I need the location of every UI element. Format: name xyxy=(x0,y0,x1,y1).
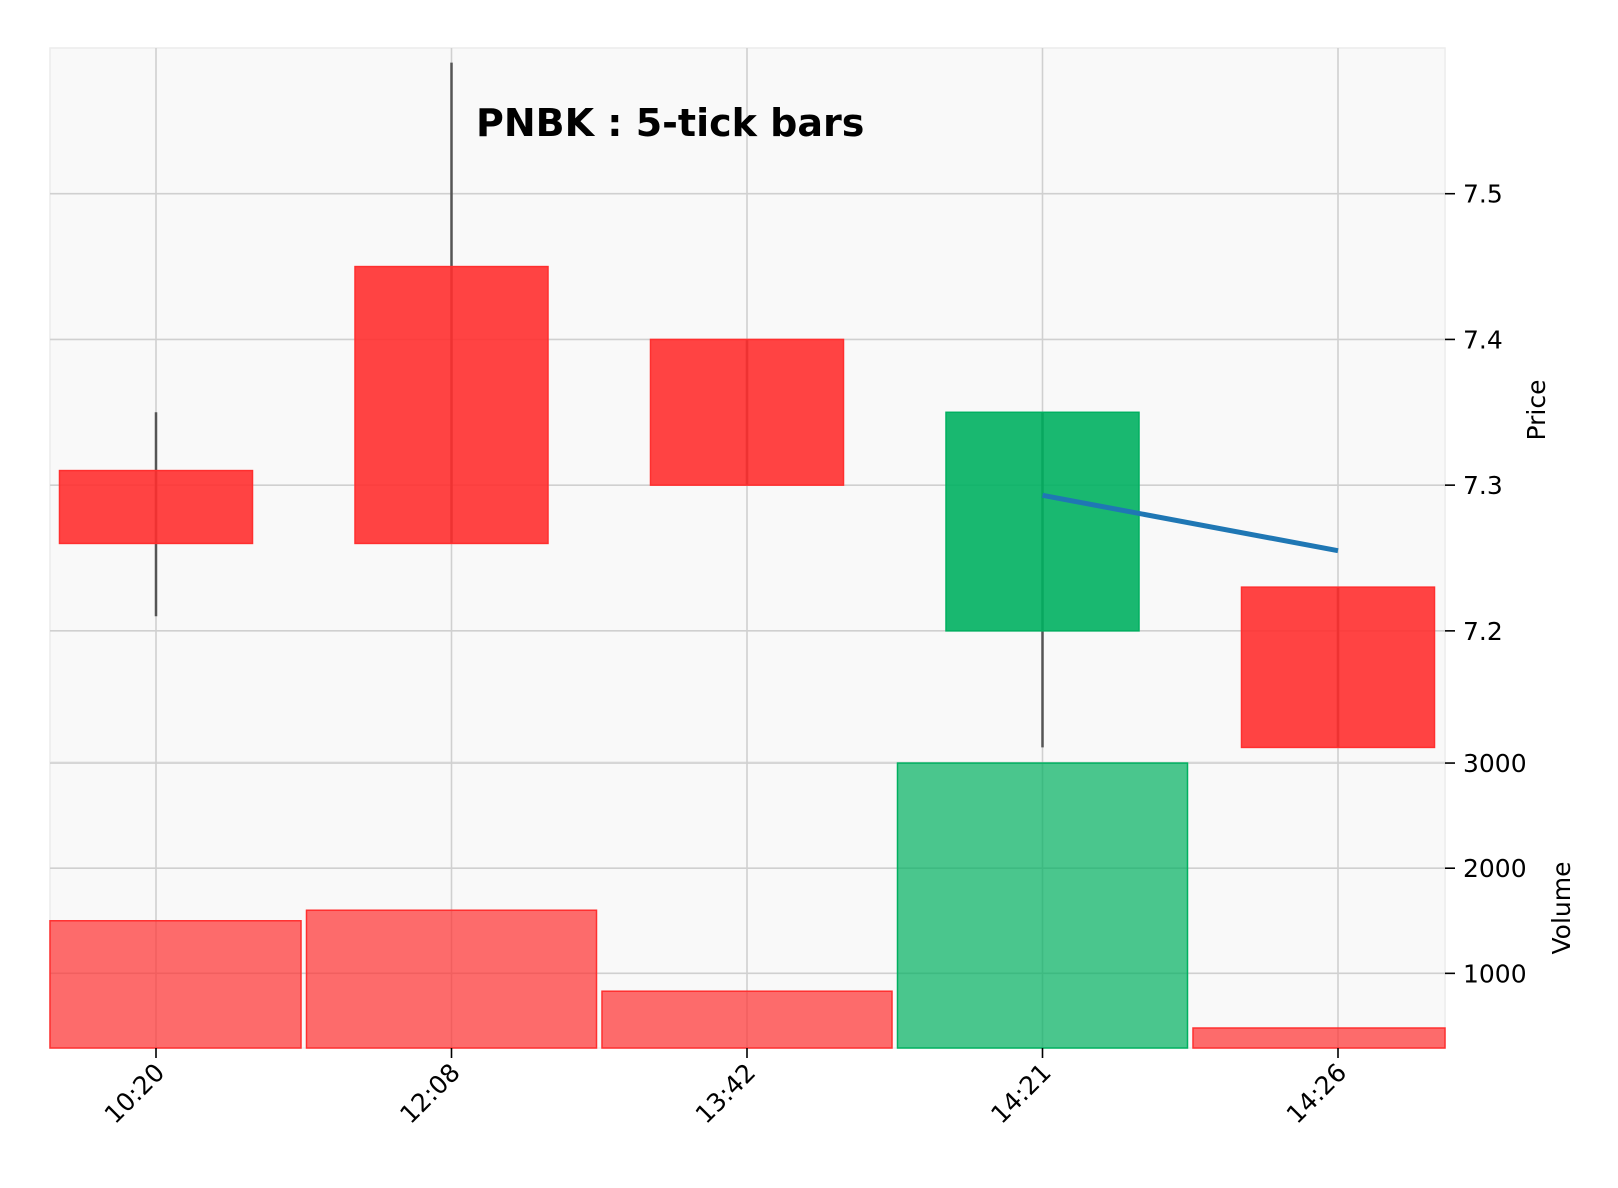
candlesticks xyxy=(58,62,1436,749)
moving-average xyxy=(1042,492,1339,554)
volume-bar xyxy=(49,920,302,1049)
candle-body xyxy=(58,469,254,545)
chart-title: PNBK : 5-tick bars xyxy=(476,101,864,145)
price-tick-label: 7.5 xyxy=(1463,180,1503,209)
volume-bars xyxy=(49,762,1446,1049)
price-axis-label: Price xyxy=(1522,380,1551,441)
x-tick-label: 12:08 xyxy=(394,1058,465,1129)
price-tick-label: 7.2 xyxy=(1463,617,1503,646)
candle-body xyxy=(354,265,549,545)
volume-tick-label: 1000 xyxy=(1463,959,1527,988)
candle-body xyxy=(1240,586,1436,749)
candle-body xyxy=(649,338,845,486)
volume-bar xyxy=(1192,1027,1446,1049)
x-tick-label: 10:20 xyxy=(99,1058,170,1129)
volume-bar xyxy=(601,990,893,1049)
x-tick-label: 13:42 xyxy=(690,1058,761,1129)
volume-tick-label: 3000 xyxy=(1463,749,1527,778)
volume-axis-label: Volume xyxy=(1547,862,1576,955)
x-tick-label: 14:26 xyxy=(1281,1058,1352,1129)
moving-average-line xyxy=(1042,492,1339,554)
price-tick-label: 7.3 xyxy=(1463,471,1503,500)
candle-body xyxy=(945,411,1140,632)
price-tick-label: 7.4 xyxy=(1463,325,1503,354)
volume-tick-label: 2000 xyxy=(1463,854,1527,883)
x-tick-label: 14:21 xyxy=(985,1058,1056,1129)
volume-bar xyxy=(896,762,1189,1049)
volume-bar xyxy=(305,909,598,1049)
